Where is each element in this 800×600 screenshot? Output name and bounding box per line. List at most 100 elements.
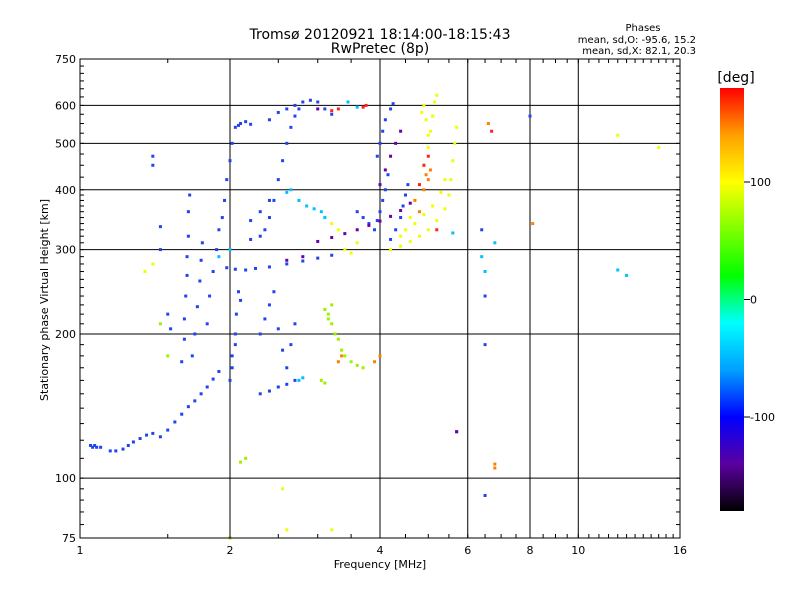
data-point [285,258,289,262]
data-point [249,237,253,241]
data-point [373,360,377,364]
data-point [267,265,271,269]
data-point [95,445,99,449]
data-point [158,248,162,252]
data-point [289,343,293,347]
data-point [233,125,237,129]
data-point [173,420,177,424]
data-point [297,198,301,202]
data-point [486,122,490,126]
data-point [340,348,344,352]
data-point [336,360,340,364]
data-point [285,262,289,266]
data-point [378,210,382,214]
data-point [428,129,432,133]
data-point [244,120,248,124]
data-point [151,163,155,167]
data-point [413,198,417,202]
data-point [169,327,173,331]
data-point [389,237,393,241]
data-point [316,107,320,111]
data-point [439,190,443,194]
data-point [93,443,97,447]
data-point [205,385,209,389]
data-point [301,376,305,380]
data-point [285,190,289,194]
data-point [205,322,209,326]
data-point [449,178,453,182]
data-point [343,354,347,358]
data-point [234,312,238,316]
data-point [126,443,130,447]
data-point [424,118,428,122]
data-point [258,234,262,238]
data-point [193,399,197,403]
y-tick-label: 100 [55,472,76,485]
data-point [293,103,297,107]
data-point [267,303,271,307]
data-point [239,460,243,464]
data-point [233,343,237,347]
x-tick-label: 8 [527,544,534,557]
data-point [657,146,661,150]
data-point [166,354,170,358]
data-point [166,428,170,432]
data-point [399,129,403,133]
data-point [217,369,221,373]
data-point [375,154,379,158]
data-point [267,389,271,393]
data-point [403,228,407,232]
data-point [326,312,330,316]
data-point [389,154,393,158]
data-point [443,207,447,211]
data-point [121,447,125,451]
data-point [435,93,439,97]
data-point [200,241,204,245]
data-point [182,317,186,321]
data-point [258,210,262,214]
data-point [361,366,365,370]
data-point [145,433,149,437]
data-point [433,100,437,104]
data-point [378,141,382,145]
data-point [293,322,297,326]
data-point [184,294,188,298]
data-point [346,100,350,104]
data-point [215,248,219,252]
data-point [158,322,162,326]
data-point [399,209,403,213]
data-point [230,354,234,358]
data-point [239,298,243,302]
data-point [326,317,330,321]
data-point [217,255,221,259]
data-point [228,159,232,163]
data-point [267,118,271,122]
data-point [330,253,334,257]
x-tick-label: 1 [77,544,84,557]
data-point [143,270,147,274]
data-point [323,381,327,385]
data-point [355,363,359,367]
data-point [244,268,248,272]
data-point [151,431,155,435]
data-point [333,332,337,336]
x-tick-label: 4 [377,544,384,557]
x-tick-label: 10 [571,544,585,557]
data-point [336,107,340,111]
colorbar-ticks: 100 0 -100 [744,176,775,424]
data-point [131,440,135,444]
data-point [323,216,327,220]
data-point [233,267,237,271]
data-point [383,188,387,192]
data-point [431,114,435,118]
colorbar [720,88,744,511]
chart-subtitle: RwPretec (8p) [331,41,429,57]
data-point [399,234,403,238]
data-point [263,317,267,321]
data-point [220,216,224,220]
data-point [413,222,417,226]
data-point [447,193,451,197]
data-point [289,125,293,129]
data-point [228,248,232,252]
y-tick-label: 200 [55,328,76,341]
